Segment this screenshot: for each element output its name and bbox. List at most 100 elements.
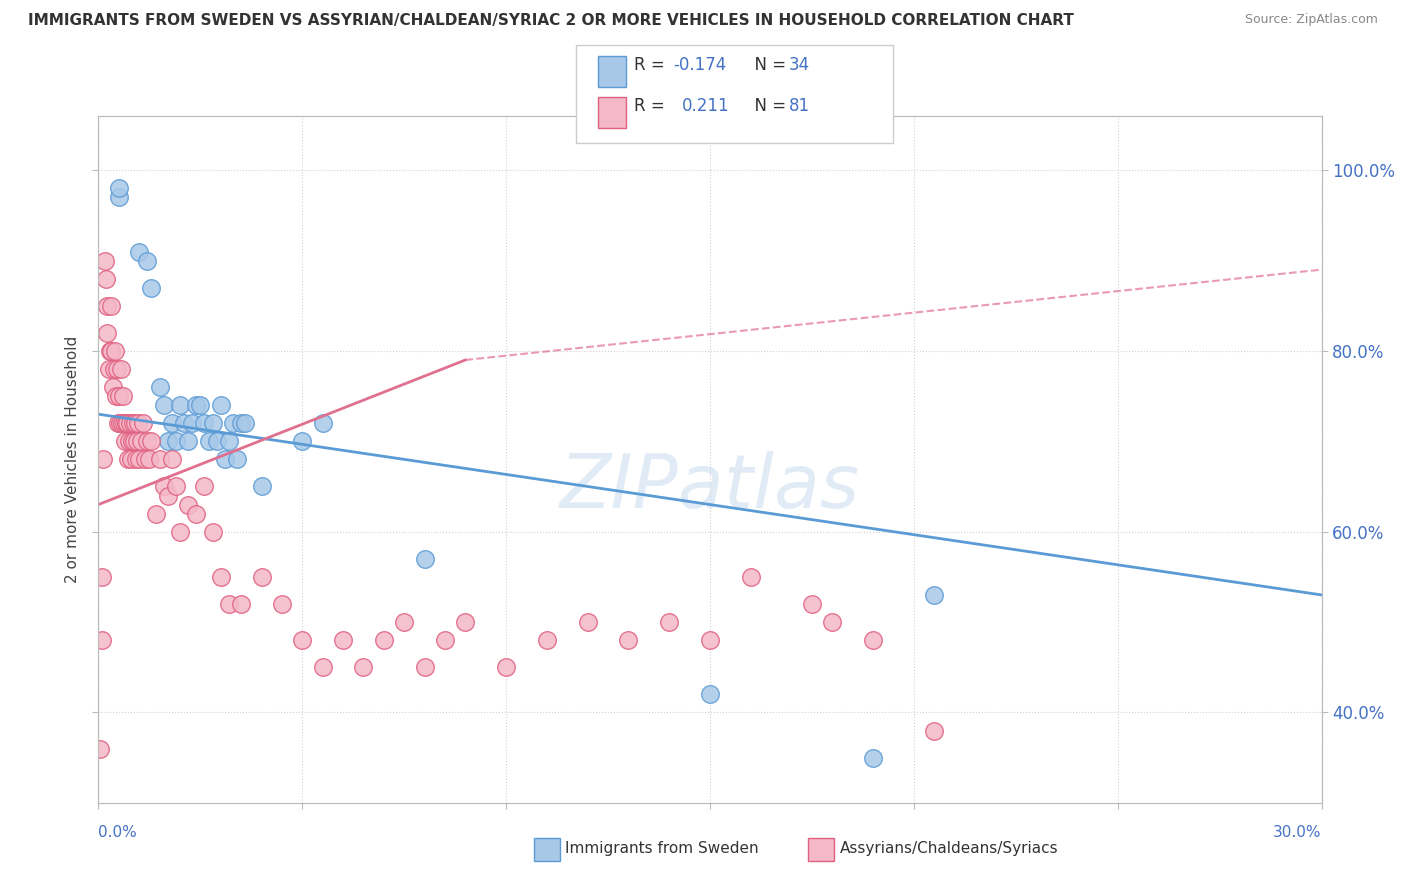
Point	[124, 416, 146, 430]
Point	[105, 362, 128, 376]
Point	[658, 615, 681, 629]
Text: Immigrants from Sweden: Immigrants from Sweden	[565, 841, 759, 856]
Point	[96, 326, 118, 340]
Point	[197, 434, 219, 449]
Point	[250, 479, 273, 493]
Point	[454, 615, 477, 629]
Point	[218, 597, 240, 611]
Point	[114, 434, 136, 449]
Point	[373, 633, 395, 648]
Point	[160, 416, 183, 430]
Point	[115, 416, 138, 430]
Point	[201, 524, 224, 539]
Point	[152, 479, 174, 493]
Point	[740, 570, 762, 584]
Point	[922, 723, 945, 738]
Text: N =: N =	[744, 56, 792, 74]
Point	[226, 452, 249, 467]
Point	[122, 416, 145, 430]
Point	[149, 452, 172, 467]
Point	[218, 434, 240, 449]
Point	[108, 389, 131, 403]
Point	[107, 416, 129, 430]
Text: R =: R =	[634, 56, 671, 74]
Point	[103, 362, 125, 376]
Point	[169, 524, 191, 539]
Point	[110, 362, 132, 376]
Point	[193, 416, 215, 430]
Point	[332, 633, 354, 648]
Point	[128, 244, 150, 259]
Point	[352, 660, 374, 674]
Text: 0.0%: 0.0%	[98, 825, 138, 840]
Text: 30.0%: 30.0%	[1274, 825, 1322, 840]
Point	[231, 597, 253, 611]
Point	[156, 489, 179, 503]
Point	[118, 434, 141, 449]
Point	[104, 343, 127, 358]
Point	[922, 588, 945, 602]
Point	[112, 416, 135, 430]
Point	[101, 380, 124, 394]
Point	[536, 633, 558, 648]
Point	[136, 253, 159, 268]
Point	[115, 416, 138, 430]
Point	[152, 398, 174, 412]
Text: 0.211: 0.211	[682, 97, 730, 115]
Point	[181, 416, 204, 430]
Point	[89, 741, 111, 756]
Point	[91, 452, 114, 467]
Point	[149, 380, 172, 394]
Point	[617, 633, 640, 648]
Point	[91, 633, 114, 648]
Point	[177, 434, 200, 449]
Point	[576, 615, 599, 629]
Point	[312, 416, 335, 430]
Point	[97, 362, 120, 376]
Point	[862, 633, 884, 648]
Point	[291, 434, 314, 449]
Point	[231, 416, 253, 430]
Point	[250, 570, 273, 584]
Text: 81: 81	[789, 97, 810, 115]
Point	[100, 299, 122, 313]
Text: IMMIGRANTS FROM SWEDEN VS ASSYRIAN/CHALDEAN/SYRIAC 2 OR MORE VEHICLES IN HOUSEHO: IMMIGRANTS FROM SWEDEN VS ASSYRIAN/CHALD…	[28, 13, 1074, 29]
Y-axis label: 2 or more Vehicles in Household: 2 or more Vehicles in Household	[65, 335, 80, 583]
Point	[209, 398, 232, 412]
Point	[177, 498, 200, 512]
Point	[132, 416, 155, 430]
Point	[312, 660, 335, 674]
Point	[169, 398, 191, 412]
Point	[128, 452, 150, 467]
Point	[100, 343, 122, 358]
Point	[173, 416, 195, 430]
Point	[188, 398, 212, 412]
Point	[699, 633, 721, 648]
Point	[141, 281, 163, 295]
Point	[129, 434, 152, 449]
Point	[117, 452, 139, 467]
Point	[862, 750, 884, 764]
Point	[120, 452, 142, 467]
Text: ZIPatlas: ZIPatlas	[560, 450, 860, 523]
Point	[138, 452, 160, 467]
Point	[156, 434, 179, 449]
Point	[108, 416, 131, 430]
Text: 34: 34	[789, 56, 810, 74]
Point	[127, 434, 149, 449]
Point	[111, 416, 134, 430]
Text: N =: N =	[744, 97, 792, 115]
Point	[165, 434, 187, 449]
Point	[90, 570, 112, 584]
Point	[201, 416, 224, 430]
Point	[125, 452, 148, 467]
Point	[121, 434, 143, 449]
Point	[108, 181, 131, 195]
Point	[186, 507, 208, 521]
Point	[193, 479, 215, 493]
Point	[96, 299, 118, 313]
Point	[127, 416, 149, 430]
Point	[104, 389, 127, 403]
Point	[214, 452, 236, 467]
Point	[233, 416, 256, 430]
